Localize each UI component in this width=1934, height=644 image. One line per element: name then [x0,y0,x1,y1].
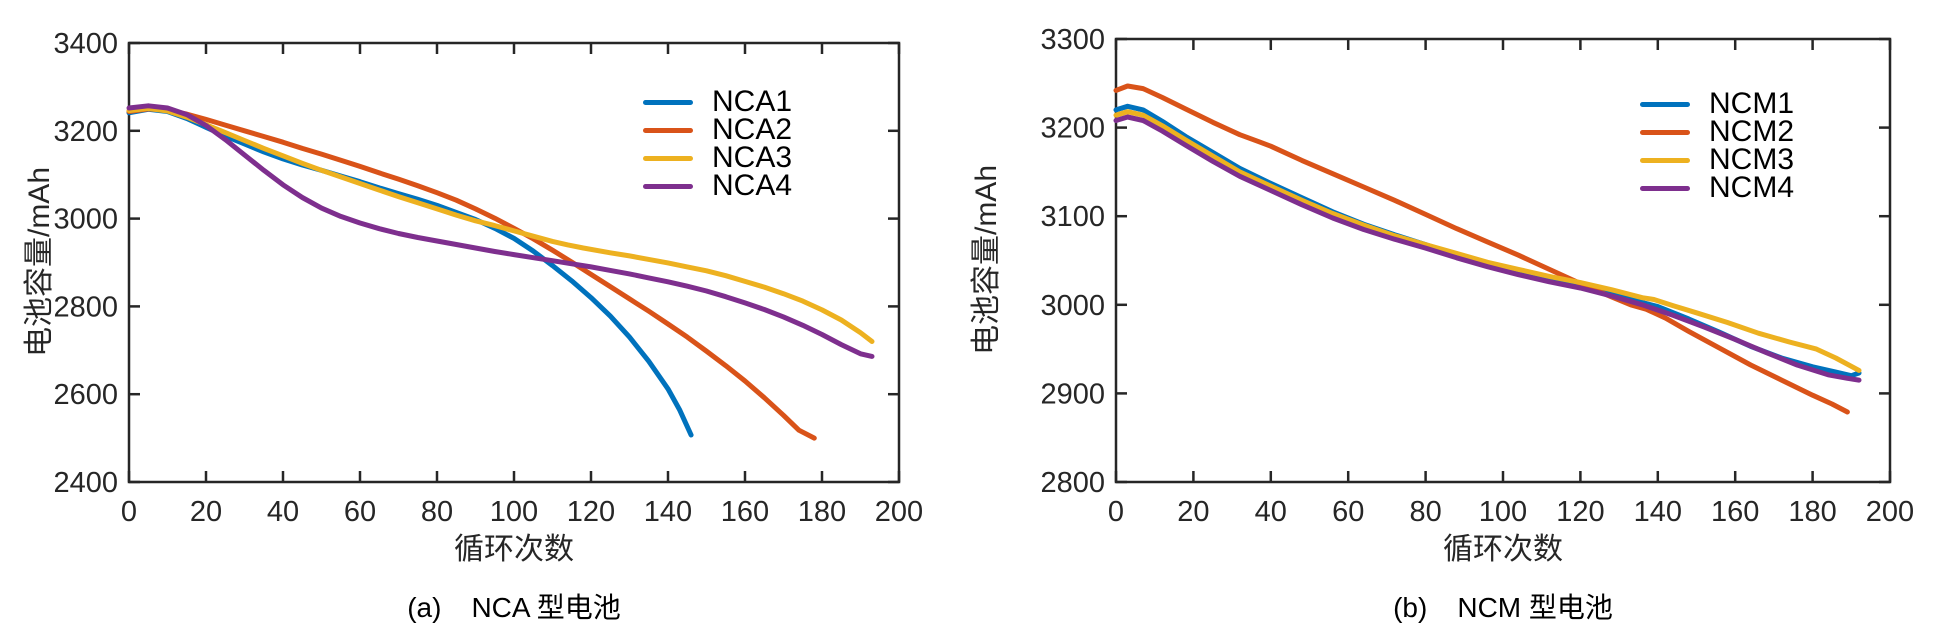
x-tick-label: 20 [190,496,222,528]
legend-item-ncm2: NCM2 [1640,115,1795,148]
ncm3-legend-swatch [1640,157,1690,163]
legend-item-nca3: NCA3 [643,141,793,174]
ncm3-line [1113,109,1862,373]
nca1-legend-label: NCA1 [712,85,793,118]
y-tick-label: 2400 [53,467,118,499]
x-tick-label: 200 [875,496,923,528]
x-tick-label: 40 [267,496,299,528]
legend-item-nca2: NCA2 [643,113,793,146]
y-tick-label: 2600 [53,379,118,411]
x-tick-label: 160 [721,496,769,528]
x-tick-label: 80 [1409,496,1441,528]
y-tick-label: 2900 [1040,378,1105,410]
x-tick-label: 60 [344,496,376,528]
x-tick-label: 20 [1177,496,1209,528]
nca-caption-index: (a) [407,592,442,623]
x-tick-label: 120 [1556,496,1604,528]
x-tick-label: 200 [1866,496,1914,528]
y-tick-label: 3000 [1040,290,1105,322]
nca-y-axis-label: 电池容量/mAh [23,166,56,358]
y-tick-label: 2800 [53,291,118,323]
nca2-line [126,106,817,441]
x-tick-label: 0 [121,496,137,528]
nca-caption: (a) NCA 型电池 [129,586,899,626]
nca4-legend-swatch [643,183,693,189]
ncm2-legend-label: NCM2 [1709,115,1795,148]
nca3-legend-label: NCA3 [712,141,793,174]
ncm-caption: (b) NCM 型电池 [1116,586,1890,626]
nca-caption-title: NCA 型电池 [471,592,621,623]
nca1-line [126,106,694,438]
y-tick-label: 3200 [53,116,118,148]
legend-item-nca4: NCA4 [643,169,793,202]
y-tick-label: 2800 [1040,467,1105,499]
chart-nca: 0 20 40 60 80 100 120 140 160 180 200 2400 2600 2800 3… [23,28,923,626]
ncm-legend: NCM1 NCM2 NCM3 NCM4 [1640,87,1795,204]
x-tick-label: 80 [421,496,453,528]
x-tick-label: 180 [1788,496,1836,528]
nca3-line [126,105,875,344]
ncm4-legend-swatch [1640,185,1690,191]
y-tick-label: 3300 [1040,24,1105,56]
y-tick-label: 3000 [53,204,118,236]
ncm-x-axis-label: 循环次数 [1443,533,1563,566]
nca-x-axis-label: 循环次数 [454,533,574,566]
ncm4-line [1113,114,1862,383]
x-tick-label: 40 [1255,496,1287,528]
ncm2-line [1113,83,1850,415]
x-tick-label: 180 [798,496,846,528]
x-tick-label: 120 [567,496,615,528]
x-tick-label: 140 [644,496,692,528]
nca-legend: NCA1 NCA2 NCA3 NCA4 [643,85,793,202]
nca-plot-svg: 0 20 40 60 80 100 120 140 160 180 200 2400 2600 2800 3… [53,28,923,528]
ncm-caption-index: (b) [1393,592,1428,623]
ncm2-legend-swatch [1640,129,1690,135]
nca4-legend-label: NCA4 [712,169,793,202]
x-tick-label: 100 [1479,496,1527,528]
ncm3-legend-label: NCM3 [1709,143,1795,176]
nca4-line [126,103,875,359]
ncm4-legend-label: NCM4 [1709,171,1795,204]
y-tick-label: 3200 [1040,113,1105,145]
y-tick-label: 3400 [53,28,118,60]
x-tick-label: 0 [1108,496,1124,528]
chart-ncm: 0 20 40 60 80 100 120 140 160 180 200 2800 2900 3000 3… [967,0,1934,644]
nca3-legend-swatch [643,155,693,161]
ncm-caption-title: NCM 型电池 [1457,592,1613,623]
x-tick-label: 60 [1332,496,1364,528]
legend-item-ncm4: NCM4 [1640,171,1795,204]
nca2-legend-swatch [643,127,693,133]
legend-item-nca1: NCA1 [643,85,793,118]
ncm-y-axis-label: 电池容量/mAh [970,164,1003,356]
y-tick-label: 3100 [1040,201,1105,233]
x-tick-label: 140 [1634,496,1682,528]
ncm1-legend-swatch [1640,101,1690,107]
nca1-legend-swatch [643,99,693,105]
ncm-plot-svg: 0 20 40 60 80 100 120 140 160 180 200 2800 2900 3000 3… [1040,24,1914,528]
ncm1-legend-label: NCM1 [1709,87,1795,120]
x-tick-label: 160 [1711,496,1759,528]
legend-item-ncm3: NCM3 [1640,143,1795,176]
legend-item-ncm1: NCM1 [1640,87,1795,120]
nca2-legend-label: NCA2 [712,113,793,146]
x-tick-label: 100 [490,496,538,528]
